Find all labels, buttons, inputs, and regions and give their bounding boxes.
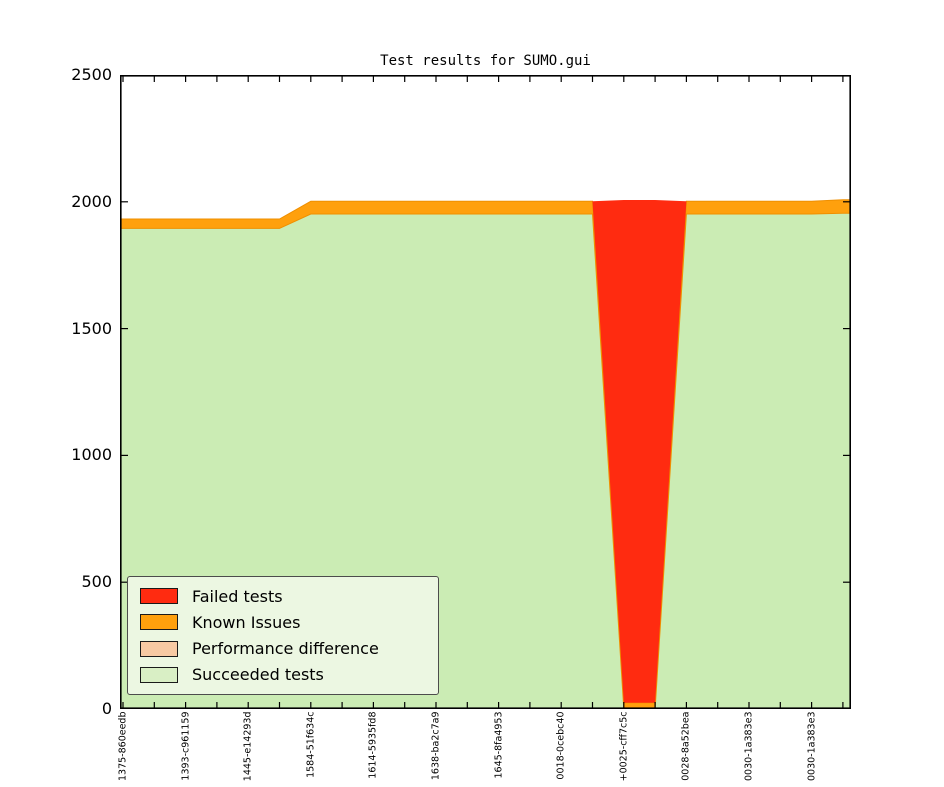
legend-row: Succeeded tests [140,665,426,684]
x-tick-label: 1638-ba2c7a9 [430,711,442,781]
x-tick-label: 0028-8a52bea [680,711,692,781]
y-tick-label: 0 [101,699,112,718]
y-tick-label: 1500 [71,318,112,338]
legend-row: Failed tests [140,587,426,606]
x-tick-label: 1584-51f634c [305,711,317,778]
legend-label: Succeeded tests [192,665,324,685]
legend-label: Failed tests [192,586,283,606]
plot-area: Failed tests Known Issues Performance diff… [120,75,851,709]
x-tick-label: 0030-1a383e3 [806,711,818,782]
legend-swatch-failed-tests [140,588,178,605]
y-tick-label: 1000 [71,445,112,465]
legend-label: Known Issues [192,612,301,632]
area-known-issues [120,199,851,709]
axes-frame [120,75,851,709]
y-tick-label: 2000 [71,191,112,211]
legend-swatch-performance-difference [140,640,178,657]
legend-label: Performance difference [192,639,379,659]
chart-title: Test results for SUMO.gui [380,53,591,69]
legend-row: Known Issues [140,613,426,632]
area-failed-tests [120,199,851,703]
x-tick-label: 1645-8fa4953 [493,711,505,779]
x-tick-label: +0025-cff7c5c [618,711,630,782]
y-tick-label: 500 [81,572,112,592]
legend-row: Performance difference [140,639,426,658]
x-tick-label: 1393-c961159 [180,711,192,781]
x-tick-label: 1375-860eedb [117,711,129,782]
legend-swatch-known-issues [140,614,178,631]
x-tick-label: 0018-0cebc40 [555,711,567,780]
legend-swatch-succeeded-tests [140,666,178,683]
y-tick-label: 2500 [71,65,112,84]
x-tick-label: 1445-e14293d [242,711,254,782]
legend: Failed tests Known Issues Performance diff… [127,576,439,695]
x-tick-label: 1614-5935fd8 [367,711,379,779]
x-tick-label: 0030-1a383e3 [743,711,755,782]
